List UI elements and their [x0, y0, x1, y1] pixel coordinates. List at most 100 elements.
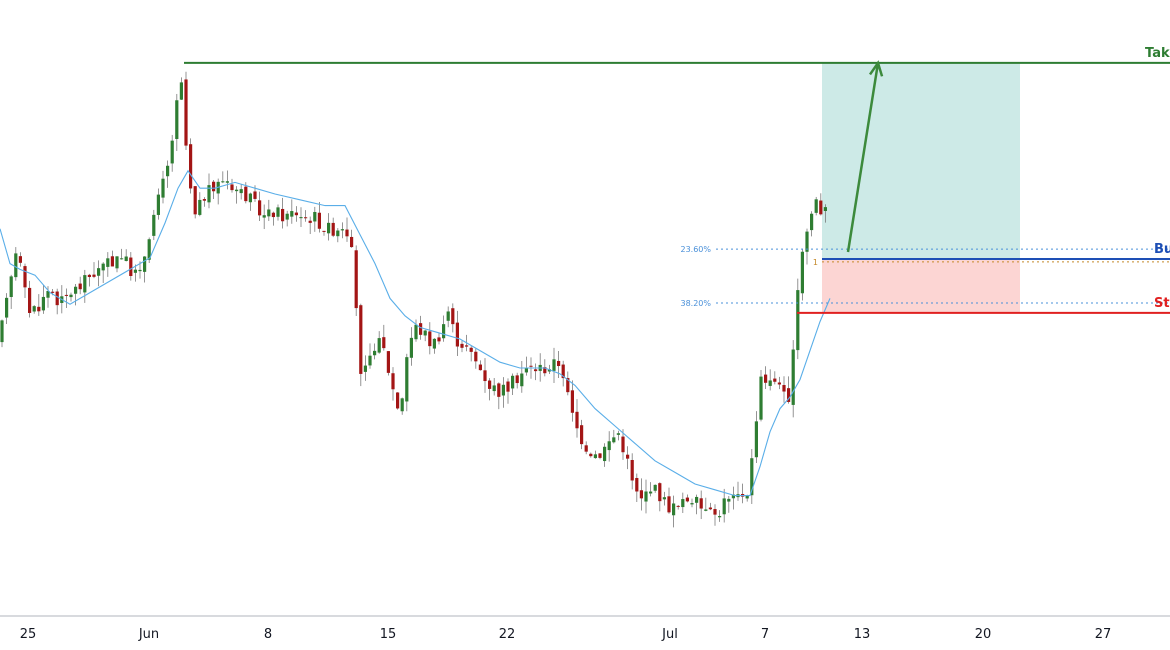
- candle-body-37: [170, 140, 174, 164]
- candle-body-8: [37, 306, 41, 312]
- candle-body-40: [184, 79, 188, 146]
- x-tick-label-1: Jun: [138, 627, 159, 642]
- moving-average-line: [0, 169, 831, 497]
- candle-body-137: [630, 459, 634, 481]
- candle-body-108: [497, 383, 501, 397]
- candle-body-69: [317, 212, 321, 229]
- candle-body-44: [202, 199, 206, 201]
- x-tick-label-2: 8: [264, 627, 272, 642]
- candle-body-118: [543, 367, 547, 374]
- candle-body-34: [156, 194, 160, 215]
- candle-body-148: [681, 499, 685, 508]
- candle-body-110: [506, 381, 510, 392]
- candle-body-121: [557, 360, 561, 367]
- candle-body-6: [28, 287, 32, 313]
- candle-body-28: [129, 257, 133, 277]
- candle-body-70: [322, 230, 326, 232]
- candle-body-153: [704, 509, 708, 511]
- candle-body-91: [419, 323, 423, 335]
- candle-body-129: [593, 454, 597, 459]
- candle-body-31: [143, 256, 147, 272]
- candle-body-144: [662, 497, 666, 500]
- candle-body-149: [685, 497, 689, 502]
- candle-body-67: [308, 220, 312, 223]
- candle-body-79: [363, 365, 367, 372]
- candle-body-135: [621, 436, 625, 453]
- candle-body-127: [584, 445, 588, 452]
- candle-body-24: [110, 256, 114, 267]
- fib-1-label: 1: [813, 258, 818, 267]
- candle-body-131: [603, 446, 607, 462]
- candle-body-66: [304, 217, 308, 219]
- candle-body-25: [115, 256, 119, 269]
- candle-body-98: [451, 308, 455, 325]
- candle-body-170: [782, 385, 786, 392]
- candle-body-12: [55, 291, 59, 306]
- candle-body-97: [446, 311, 450, 321]
- candle-body-104: [478, 364, 482, 371]
- candle-body-54: [248, 193, 252, 203]
- loss-zone: [822, 258, 1020, 313]
- candle-body-132: [607, 441, 611, 451]
- candle-body-14: [64, 294, 68, 296]
- candle-body-171: [787, 388, 791, 402]
- candle-body-94: [432, 338, 436, 349]
- candle-body-58: [267, 209, 271, 217]
- candle-body-9: [41, 296, 45, 311]
- candle-body-128: [589, 453, 593, 457]
- candle-body-27: [124, 256, 128, 262]
- candle-body-56: [258, 200, 262, 216]
- candle-body-159: [731, 494, 735, 499]
- candle-body-93: [428, 331, 432, 347]
- candle-body-87: [400, 398, 404, 412]
- candle-body-116: [534, 369, 538, 372]
- buy-label: Bu: [1154, 242, 1170, 257]
- candle-body-71: [327, 222, 331, 234]
- take-profit-label: Tak: [1145, 46, 1170, 61]
- candle-body-106: [488, 380, 492, 389]
- candle-body-155: [713, 509, 717, 515]
- candle-body-158: [727, 498, 731, 502]
- candle-body-88: [405, 357, 409, 402]
- candle-body-57: [262, 215, 266, 218]
- candle-body-138: [635, 477, 639, 492]
- candle-body-45: [207, 185, 211, 203]
- candle-body-18: [83, 275, 87, 293]
- candle-body-103: [474, 351, 478, 362]
- candle-body-111: [511, 375, 515, 389]
- candle-body-164: [754, 421, 758, 458]
- candle-body-19: [87, 274, 91, 278]
- candle-body-172: [791, 349, 795, 405]
- candle-body-50: [230, 184, 234, 191]
- candle-body-61: [281, 208, 285, 222]
- x-tick-label-4: 22: [499, 627, 516, 642]
- candle-body-86: [396, 392, 400, 409]
- candle-body-167: [768, 380, 772, 386]
- candle-body-145: [667, 496, 671, 513]
- x-tick-label-0: 25: [20, 627, 37, 642]
- candle-body-152: [699, 498, 703, 509]
- candle-body-82: [377, 338, 381, 353]
- candle-body-175: [805, 231, 809, 252]
- candle-body-179: [823, 207, 827, 212]
- candle-body-11: [51, 291, 55, 293]
- candle-body-99: [455, 322, 459, 347]
- candle-body-154: [708, 507, 712, 510]
- candle-body-83: [382, 337, 386, 349]
- candle-body-80: [368, 355, 372, 366]
- candle-body-178: [819, 200, 823, 215]
- candle-body-73: [336, 230, 340, 237]
- candle-body-0: [0, 320, 4, 343]
- candle-body-134: [616, 433, 620, 435]
- x-tick-label-6: 7: [761, 627, 769, 642]
- candle-body-107: [492, 385, 496, 392]
- candle-body-112: [515, 375, 519, 384]
- chart-plot-area: 23.60% 1 38.20% Tak Bu St: [0, 46, 1170, 528]
- candle-body-139: [639, 490, 643, 499]
- candle-body-85: [391, 373, 395, 390]
- candle-body-169: [777, 382, 781, 385]
- candle-body-64: [294, 212, 298, 216]
- candle-body-151: [695, 496, 699, 503]
- candle-body-59: [271, 212, 275, 218]
